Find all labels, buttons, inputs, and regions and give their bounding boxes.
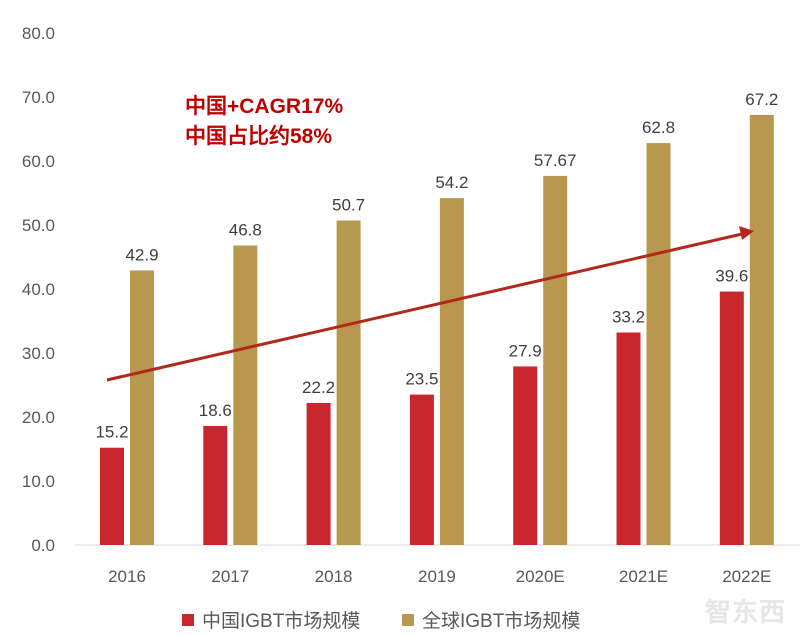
y-tick-label: 60.0 <box>22 152 55 171</box>
y-tick-label: 40.0 <box>22 280 55 299</box>
bar-china <box>616 332 641 545</box>
x-tick-label: 2016 <box>108 567 146 586</box>
legend-item-global: 全球IGBT市场规模 <box>402 606 580 633</box>
y-tick-label: 50.0 <box>22 216 55 235</box>
legend-swatch-china <box>182 613 194 626</box>
bar-global <box>543 175 568 546</box>
bar-global <box>646 143 671 545</box>
data-label: 22.2 <box>302 378 335 397</box>
bar-global <box>749 114 774 546</box>
trend-arrow-line <box>106 232 743 382</box>
data-label: 27.9 <box>509 341 542 360</box>
y-tick-label: 30.0 <box>22 344 55 363</box>
bar-china <box>306 402 331 545</box>
legend-label-china: 中国IGBT市场规模 <box>202 611 361 632</box>
data-label: 54.2 <box>435 173 468 192</box>
x-tick-label: 2019 <box>418 567 456 586</box>
data-label: 39.6 <box>715 267 748 286</box>
data-label: 15.2 <box>95 423 128 442</box>
data-label: 67.2 <box>745 90 778 109</box>
bar-global <box>130 270 154 545</box>
bar-china <box>513 366 538 545</box>
watermark-logo: 智东西 <box>704 597 786 627</box>
x-tick-label: 2022E <box>722 567 771 586</box>
legend-swatch-global <box>402 613 414 626</box>
bar-china <box>719 291 744 545</box>
bar-global <box>439 198 464 545</box>
y-tick-label: 10.0 <box>22 472 55 491</box>
y-tick-label: 80.0 <box>22 24 55 43</box>
y-tick-label: 20.0 <box>22 408 55 427</box>
legend-label-global: 全球IGBT市场规模 <box>422 611 581 632</box>
bar-china <box>409 394 434 545</box>
bar-china <box>100 447 124 545</box>
x-tick-label: 2018 <box>315 567 353 586</box>
cagr-annotation: 中国+CAGR17% <box>185 95 344 118</box>
data-label: 57.67 <box>534 151 577 170</box>
bar-china <box>203 425 228 545</box>
x-tick-label: 2020E <box>516 567 565 586</box>
y-tick-label: 0.0 <box>31 536 55 555</box>
bar-global <box>233 245 258 546</box>
data-label: 33.2 <box>612 308 645 327</box>
data-label: 18.6 <box>199 401 232 420</box>
trend-arrow-head <box>739 226 754 240</box>
data-label: 46.8 <box>229 220 262 239</box>
data-label: 62.8 <box>642 118 675 137</box>
share-annotation: 中国占比约58% <box>185 125 333 148</box>
data-label: 50.7 <box>332 196 365 215</box>
legend-item-china: 中国IGBT市场规模 <box>182 606 360 633</box>
y-tick-label: 70.0 <box>22 88 55 107</box>
bar-global <box>336 220 361 545</box>
data-label: 23.5 <box>405 370 438 389</box>
x-tick-label: 2017 <box>211 567 249 586</box>
data-label: 42.9 <box>125 245 158 264</box>
x-tick-label: 2021E <box>619 567 668 586</box>
